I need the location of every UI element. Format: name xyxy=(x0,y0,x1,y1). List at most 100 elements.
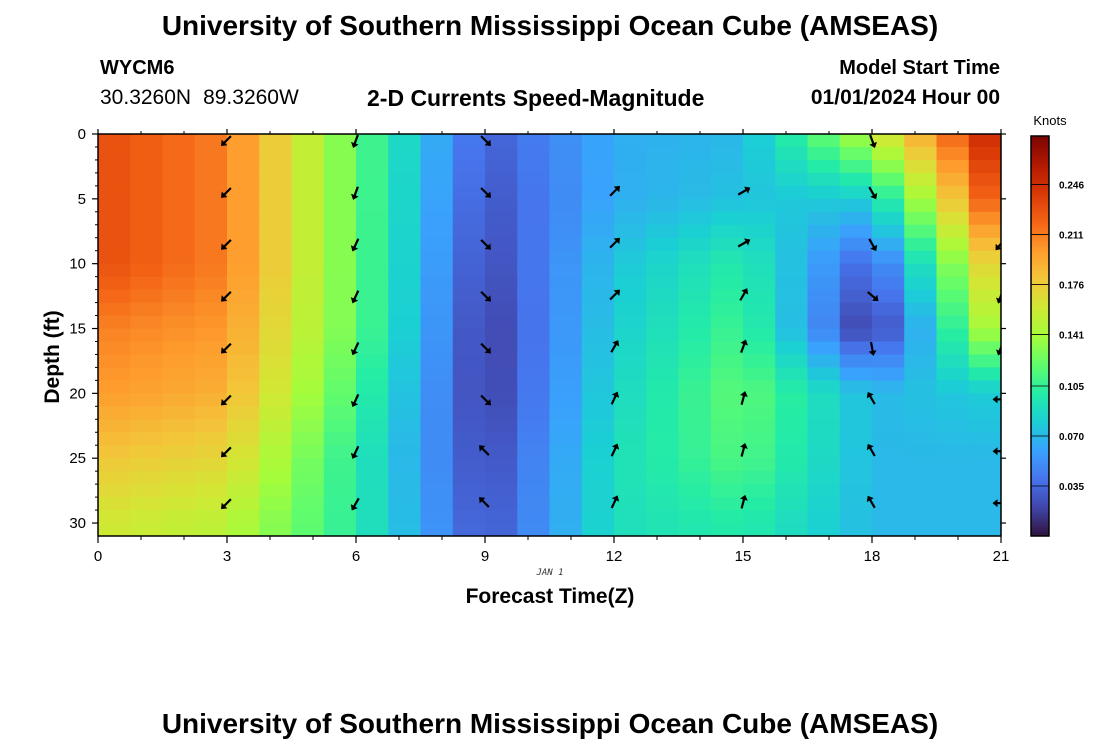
heatmap-cell xyxy=(614,134,647,148)
heatmap-cell xyxy=(323,328,357,343)
heatmap-cell xyxy=(517,237,551,252)
heatmap-cell xyxy=(323,523,357,536)
heatmap-cell xyxy=(710,341,744,356)
heatmap-cell xyxy=(549,185,583,200)
heatmap-cell xyxy=(194,237,228,252)
heatmap-cell xyxy=(839,445,873,459)
heatmap-cell xyxy=(581,237,615,252)
heatmap-cell xyxy=(162,198,196,213)
heatmap-cell xyxy=(356,250,389,265)
heatmap-cell xyxy=(356,393,389,407)
heatmap-cell xyxy=(807,328,841,343)
heatmap-cell xyxy=(549,380,583,394)
heatmap-cell xyxy=(710,237,744,252)
heatmap-cell xyxy=(743,250,776,265)
heatmap-cell xyxy=(98,523,131,536)
heatmap-cell xyxy=(323,471,357,485)
heatmap-cell xyxy=(549,172,583,187)
heatmap-cell xyxy=(646,159,680,174)
heatmap-cell xyxy=(227,380,260,394)
heatmap-cell xyxy=(259,367,293,381)
heatmap-cell xyxy=(839,458,873,472)
heatmap-cell xyxy=(259,380,293,394)
heatmap-cell xyxy=(807,134,841,148)
heatmap-cell xyxy=(872,445,905,459)
heatmap-cell xyxy=(98,315,131,330)
heatmap-cell xyxy=(130,471,164,485)
heatmap-cell xyxy=(936,289,970,304)
heatmap-cell xyxy=(420,367,454,381)
heatmap-cell xyxy=(227,315,260,330)
heatmap-cell xyxy=(452,432,486,446)
heatmap-cell xyxy=(936,172,970,187)
heatmap-cell xyxy=(904,198,938,213)
heatmap-cell xyxy=(872,315,905,330)
heatmap-cell xyxy=(807,341,841,356)
heatmap-cell xyxy=(356,367,389,381)
current-vector xyxy=(480,290,492,302)
heatmap-cell xyxy=(614,432,647,446)
heatmap-cell xyxy=(259,172,293,187)
heatmap-cell xyxy=(162,263,196,278)
heatmap-cell xyxy=(936,224,970,239)
current-vector xyxy=(740,443,748,457)
heatmap-cell xyxy=(194,354,228,369)
heatmap-cell xyxy=(98,367,131,381)
heatmap-cell xyxy=(485,276,518,291)
heatmap-cell xyxy=(807,380,841,394)
current-vector xyxy=(609,289,621,301)
heatmap-cell xyxy=(98,302,131,317)
heatmap-cell xyxy=(517,198,551,213)
heatmap-cell xyxy=(259,393,293,407)
heatmap-cell xyxy=(904,224,938,239)
heatmap-cell xyxy=(678,250,712,265)
heatmap-cell xyxy=(130,276,164,291)
heatmap-cell xyxy=(839,354,873,369)
heatmap-cell xyxy=(614,523,647,536)
heatmap-cell xyxy=(259,159,293,174)
heatmap-cell xyxy=(130,419,164,433)
heatmap-cell xyxy=(388,497,422,511)
heatmap-cell xyxy=(162,406,196,420)
heatmap-cell xyxy=(420,510,454,524)
x-tick-label: 18 xyxy=(864,548,881,565)
heatmap-cell xyxy=(936,445,970,459)
heatmap-cell xyxy=(517,276,551,291)
heatmap-cell xyxy=(323,419,357,433)
heatmap-cell xyxy=(775,432,809,446)
heatmap-cell xyxy=(356,211,389,226)
heatmap-cell xyxy=(581,380,615,394)
current-vector xyxy=(609,185,621,197)
current-vector xyxy=(350,445,360,459)
heatmap-cell xyxy=(130,458,164,472)
y-tick-label: 15 xyxy=(69,321,86,338)
heatmap-cell xyxy=(936,484,970,498)
heatmap-cell xyxy=(968,328,1001,343)
colorbar-tick-label: 0.211 xyxy=(1059,231,1084,242)
heatmap-cell xyxy=(162,380,196,394)
heatmap-cell xyxy=(968,458,1001,472)
heatmap-cell xyxy=(194,198,228,213)
current-vector xyxy=(610,443,620,457)
current-vector xyxy=(737,238,751,248)
heatmap-cell xyxy=(646,497,680,511)
heatmap-cell xyxy=(968,471,1001,485)
heatmap-cell xyxy=(388,224,422,239)
heatmap-cell xyxy=(130,315,164,330)
heatmap-cell xyxy=(162,289,196,304)
heatmap-cell xyxy=(420,159,454,174)
heatmap-cell xyxy=(291,134,325,148)
heatmap-cell xyxy=(194,328,228,343)
heatmap-cell xyxy=(388,159,422,174)
heatmap-cell xyxy=(968,393,1001,407)
heatmap-cell xyxy=(968,367,1001,381)
heatmap-cell xyxy=(549,159,583,174)
heatmap-cell xyxy=(194,302,228,317)
heatmap-cell xyxy=(549,471,583,485)
heatmap-cell xyxy=(227,263,260,278)
heatmap-cell xyxy=(710,510,744,524)
heatmap-cell xyxy=(904,484,938,498)
heatmap-cell xyxy=(549,458,583,472)
heatmap-cell xyxy=(839,523,873,536)
heatmap-cell xyxy=(743,354,776,369)
